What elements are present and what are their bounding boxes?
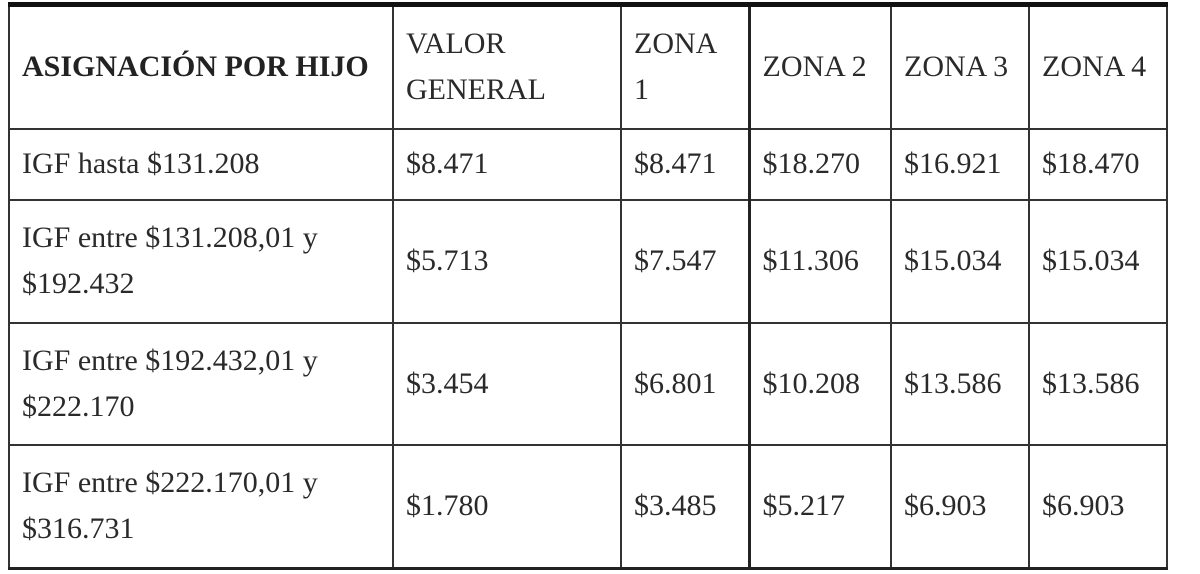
cell-zona-1: $7.547 bbox=[620, 198, 751, 324]
cell-valor-general: $1.780 bbox=[392, 443, 622, 570]
cell-range: IGF hasta $131.208 bbox=[8, 127, 394, 201]
cell-range: IGF entre $192.432,01 y $222.170 bbox=[8, 321, 394, 446]
header-asignacion: ASIGNACIÓN POR HIJO bbox=[8, 2, 394, 130]
header-zona-4: ZONA 4 bbox=[1028, 2, 1168, 130]
cell-zona-3: $13.586 bbox=[890, 321, 1030, 446]
cell-zona-3: $16.921 bbox=[890, 127, 1030, 201]
table-row: IGF entre $131.208,01 y $192.432 $5.713 $7… bbox=[8, 198, 1168, 324]
cell-valor-general: $3.454 bbox=[392, 321, 622, 446]
cell-zona-1: $8.471 bbox=[620, 127, 751, 201]
table-row: IGF entre $192.432,01 y $222.170 $3.454 $6… bbox=[8, 321, 1168, 446]
cell-zona-3: $15.034 bbox=[890, 198, 1030, 324]
header-row: ASIGNACIÓN POR HIJO VALOR GENERAL ZONA 1… bbox=[8, 2, 1168, 130]
cell-zona-2: $11.306 bbox=[748, 198, 892, 324]
asignacion-por-hijo-table: ASIGNACIÓN POR HIJO VALOR GENERAL ZONA 1… bbox=[8, 2, 1168, 570]
header-zona-3: ZONA 3 bbox=[890, 2, 1030, 130]
cell-zona-2: $10.208 bbox=[748, 321, 892, 446]
cell-range: IGF entre $131.208,01 y $192.432 bbox=[8, 198, 394, 324]
cell-zona-1: $6.801 bbox=[620, 321, 751, 446]
cell-range: IGF entre $222.170,01 y $316.731 bbox=[8, 443, 394, 570]
cell-zona-2: $5.217 bbox=[748, 443, 892, 570]
header-valor-general: VALOR GENERAL bbox=[392, 2, 622, 130]
cell-valor-general: $5.713 bbox=[392, 198, 622, 324]
header-zona-1: ZONA 1 bbox=[620, 2, 751, 130]
cell-zona-3: $6.903 bbox=[890, 443, 1030, 570]
cell-zona-4: $18.470 bbox=[1028, 127, 1168, 201]
cell-zona-1: $3.485 bbox=[620, 443, 751, 570]
table-row: IGF entre $222.170,01 y $316.731 $1.780 $3… bbox=[8, 443, 1168, 570]
cell-valor-general: $8.471 bbox=[392, 127, 622, 201]
cell-zona-4: $13.586 bbox=[1028, 321, 1168, 446]
table-row: IGF hasta $131.208 $8.471 $8.471 $18.270 $16… bbox=[8, 127, 1168, 201]
cell-zona-2: $18.270 bbox=[748, 127, 892, 201]
header-zona-2: ZONA 2 bbox=[748, 2, 892, 130]
cell-zona-4: $6.903 bbox=[1028, 443, 1168, 570]
cell-zona-4: $15.034 bbox=[1028, 198, 1168, 324]
